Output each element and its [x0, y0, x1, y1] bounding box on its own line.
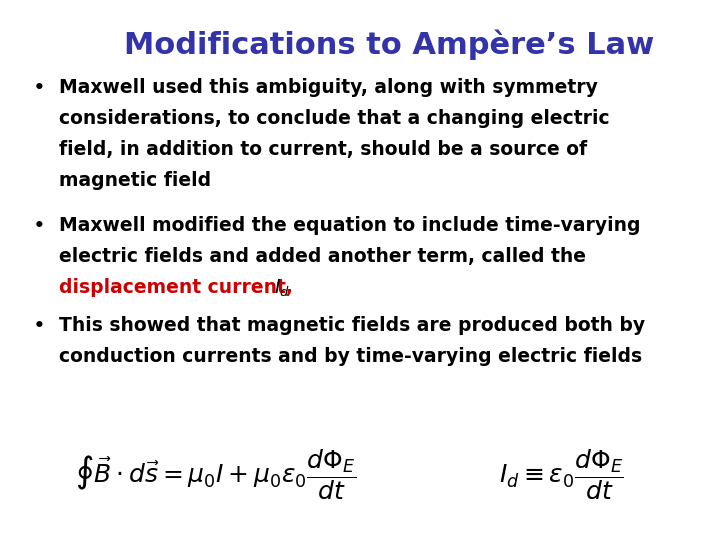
- Text: Maxwell modified the equation to include time-varying: Maxwell modified the equation to include…: [59, 216, 641, 235]
- Text: field, in addition to current, should be a source of: field, in addition to current, should be…: [59, 140, 588, 159]
- Text: This showed that magnetic fields are produced both by: This showed that magnetic fields are pro…: [59, 316, 645, 335]
- Text: •: •: [32, 78, 45, 98]
- Text: electric fields and added another term, called the: electric fields and added another term, …: [59, 247, 586, 266]
- Text: magnetic field: magnetic field: [59, 171, 211, 190]
- Text: considerations, to conclude that a changing electric: considerations, to conclude that a chang…: [59, 109, 610, 128]
- Text: •: •: [32, 216, 45, 236]
- Text: conduction currents and by time-varying electric fields: conduction currents and by time-varying …: [59, 347, 642, 366]
- Text: Modifications to Ampère’s Law: Modifications to Ampère’s Law: [124, 30, 654, 60]
- Text: •: •: [32, 316, 45, 336]
- Text: $I_d \equiv \varepsilon_0 \dfrac{d\Phi_E}{dt}$: $I_d \equiv \varepsilon_0 \dfrac{d\Phi_E…: [499, 448, 624, 502]
- Text: $I_d$: $I_d$: [274, 278, 290, 299]
- Text: $\oint \vec{B} \cdot d\vec{s} = \mu_0 I + \mu_0 \varepsilon_0 \dfrac{d\Phi_E}{dt: $\oint \vec{B} \cdot d\vec{s} = \mu_0 I …: [76, 448, 356, 502]
- Text: Maxwell used this ambiguity, along with symmetry: Maxwell used this ambiguity, along with …: [59, 78, 598, 97]
- Text: displacement current,: displacement current,: [59, 278, 300, 296]
